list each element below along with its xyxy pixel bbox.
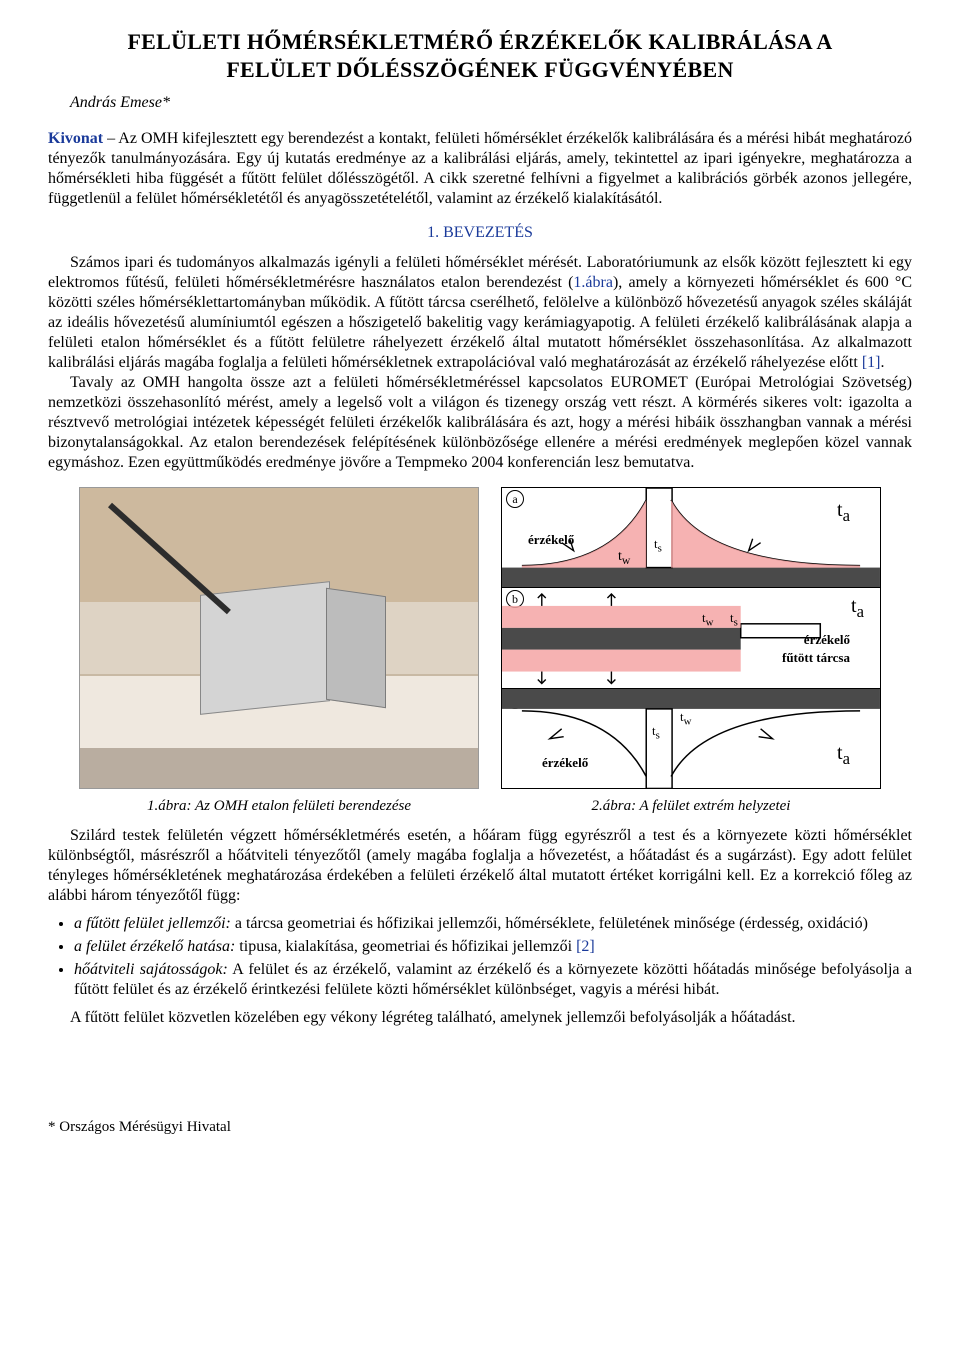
figure-ref-1: 1.ábra: [573, 274, 613, 291]
panel-c-svg: [502, 689, 880, 788]
title-line1: FELÜLETI HŐMÉRSÉKLETMÉRŐ ÉRZÉKELŐK KALIB…: [127, 29, 832, 54]
list-item-head: a felület érzékelő hatása:: [74, 938, 235, 955]
panel-b-label-erzekelo: érzékelő: [804, 632, 850, 648]
panel-b-label-tw: tw: [702, 610, 713, 630]
figure-1-image: [79, 487, 479, 789]
abstract-lead: Kivonat: [48, 130, 103, 147]
page-title: FELÜLETI HŐMÉRSÉKLETMÉRŐ ÉRZÉKELŐK KALIB…: [48, 28, 912, 83]
paragraph-1: Számos ipari és tudományos alkalmazás ig…: [48, 253, 912, 373]
panel-b-label-ts: ts: [730, 610, 738, 630]
citation-1: [1]: [862, 354, 881, 371]
panel-c-label-tw: tw: [680, 709, 691, 729]
figure-2-panel-b: b ta érzékelő fűtött tárcsa tw ts: [502, 588, 880, 688]
list-item-head: a fűtött felület jellemzői:: [74, 915, 231, 932]
list-item-head: hőátviteli sajátosságok:: [74, 961, 228, 978]
figure-row: 1.ábra: Az OMH etalon felületi berendezé…: [48, 487, 912, 816]
abstract-text: – Az OMH kifejlesztett egy berendezést a…: [48, 130, 912, 207]
citation-2: [2]: [576, 938, 595, 955]
figure-2-caption: 2.ábra: A felület extrém helyzetei: [592, 797, 791, 816]
photo-probe: [108, 503, 231, 615]
factor-list: a fűtött felület jellemzői: a tárcsa geo…: [56, 914, 912, 1000]
list-item-body: tipusa, kialakítása, geometriai és hőfiz…: [235, 938, 576, 955]
section-1-heading: 1. BEVEZETÉS: [48, 223, 912, 243]
para1-c: .: [880, 354, 884, 371]
panel-a-label-erzekelo: érzékelő: [528, 532, 574, 548]
panel-a-label-ts: ts: [654, 536, 662, 556]
figure-1: 1.ábra: Az OMH etalon felületi berendezé…: [79, 487, 479, 816]
paragraph-4: A fűtött felület közvetlen közelében egy…: [48, 1008, 912, 1028]
panel-a-label-tw: tw: [618, 548, 630, 568]
figure-1-caption: 1.ábra: Az OMH etalon felületi berendezé…: [147, 797, 411, 816]
list-item-body: a tárcsa geometriai és hőfizikai jellemz…: [231, 915, 868, 932]
figure-2: a érzékelő ta tw ts b: [501, 487, 881, 816]
figure-2-panel-c: c érzékelő ta tw ts: [502, 689, 880, 788]
list-item: a fűtött felület jellemzői: a tárcsa geo…: [74, 914, 912, 934]
panel-c-label-erzekelo: érzékelő: [542, 755, 588, 771]
figure-2-panel-a: a érzékelő ta tw ts: [502, 488, 880, 588]
title-line2: FELÜLET DŐLÉSSZÖGÉNEK FÜGGVÉNYÉBEN: [226, 57, 733, 82]
figure-2-image: a érzékelő ta tw ts b: [501, 487, 881, 789]
paragraph-3: Szilárd testek felületén végzett hőmérsé…: [48, 826, 912, 906]
panel-b-label-ta: ta: [851, 594, 864, 623]
panel-c-label-ta: ta: [837, 741, 850, 770]
panel-b-label-futott: fűtött tárcsa: [782, 650, 850, 666]
photo-device-side: [326, 588, 386, 708]
list-item: a felület érzékelő hatása: tipusa, kiala…: [74, 937, 912, 957]
footnote: * Országos Mérésügyi Hivatal: [48, 1118, 912, 1137]
abstract: Kivonat – Az OMH kifejlesztett egy beren…: [48, 129, 912, 209]
panel-c-label-ts: ts: [652, 723, 660, 743]
paragraph-2: Tavaly az OMH hangolta össze azt a felül…: [48, 373, 912, 473]
author: András Emese*: [70, 93, 912, 113]
panel-a-label-ta: ta: [837, 498, 850, 527]
list-item: hőátviteli sajátosságok: A felület és az…: [74, 960, 912, 1000]
